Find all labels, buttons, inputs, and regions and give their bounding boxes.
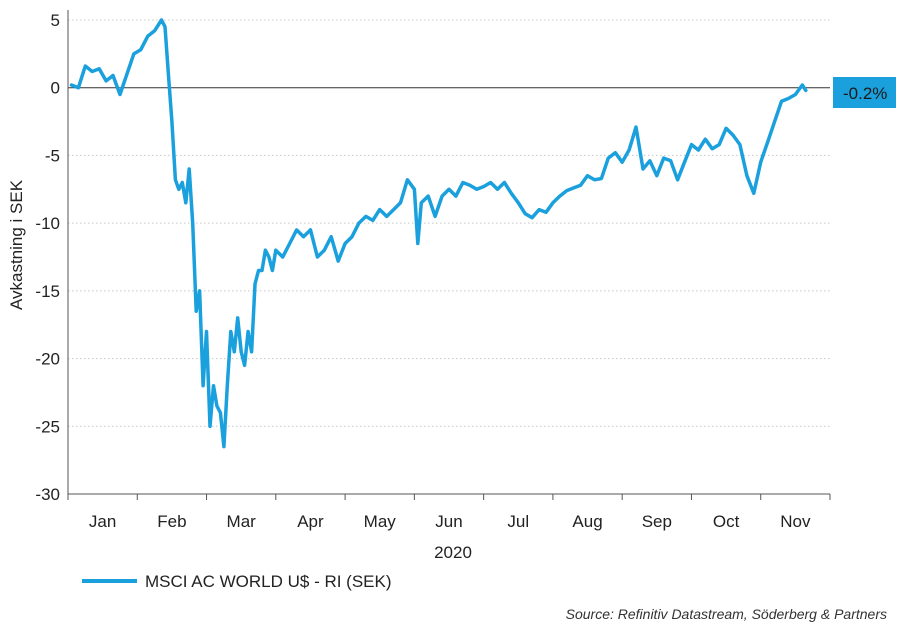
y-tick-label: -20 [35,350,60,369]
x-tick-label: Oct [713,512,740,531]
series-lines [69,18,808,449]
x-axis-title: 2020 [434,543,472,562]
end-value-label-text: -0.2% [843,84,887,103]
x-tick-label: Aug [572,512,602,531]
y-tick-label: -15 [35,282,60,301]
y-tick-label: -10 [35,214,60,233]
end-value-label-bg [833,77,896,108]
y-tick-labels: 5 0 -5 -10 -15 -20 -25 -30 [35,11,60,504]
x-tick-label: Apr [297,512,324,531]
series-line-0 [69,18,808,449]
x-tick-label: Feb [157,512,186,531]
y-tick-label: -30 [35,485,60,504]
source-note: Source: Refinitiv Datastream, Söderberg … [566,606,887,622]
legend-label: MSCI AC WORLD U$ - RI (SEK) [145,572,392,591]
x-tick-label: Jul [507,512,529,531]
x-tick-label: Mar [227,512,257,531]
y-axis-title: Avkastning i SEK [7,179,26,310]
x-tick-label: Jan [89,512,116,531]
x-tick-labels: Jan Feb Mar Apr May Jun Jul Aug Sep Oct Nov [89,512,811,531]
end-value-label: -0.2% [833,77,896,108]
y-tick-label: 5 [51,11,60,30]
axes [67,10,831,500]
y-tick-label: -25 [35,417,60,436]
legend: MSCI AC WORLD U$ - RI (SEK) [82,572,392,591]
x-tick-label: Sep [642,512,672,531]
y-tick-label: -5 [45,146,60,165]
x-tick-label: Jun [435,512,462,531]
y-tick-label: 0 [51,79,60,98]
gridlines [68,19,830,427]
x-tick-label: Nov [780,512,811,531]
x-tick-label: May [364,512,397,531]
